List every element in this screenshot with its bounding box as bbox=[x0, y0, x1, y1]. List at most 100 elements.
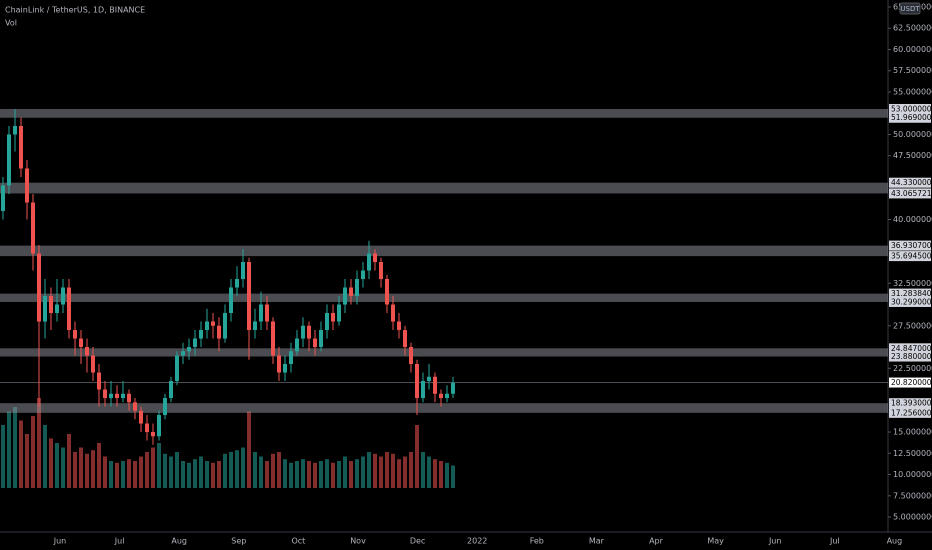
candle-body bbox=[349, 287, 353, 297]
volume-bar bbox=[379, 456, 383, 488]
candle-body bbox=[301, 325, 305, 339]
volume-bar bbox=[139, 456, 143, 488]
candle-body bbox=[175, 355, 179, 382]
candle-body bbox=[259, 304, 263, 322]
volume-bar bbox=[199, 456, 203, 488]
zone-band bbox=[0, 182, 888, 194]
candle-body bbox=[451, 382, 455, 394]
volume-bar bbox=[289, 462, 293, 488]
volume-bar bbox=[259, 456, 263, 488]
zone-upper-label-box bbox=[889, 343, 931, 354]
candle-body bbox=[109, 393, 113, 399]
volume-bar bbox=[409, 452, 413, 488]
candle-body bbox=[325, 313, 329, 331]
volume-bar bbox=[229, 452, 233, 488]
candle-body bbox=[439, 393, 443, 399]
zone-lower-label-box bbox=[889, 112, 931, 123]
volume-bar bbox=[241, 447, 245, 488]
zone-upper-label-box bbox=[889, 288, 931, 299]
volume-bar bbox=[373, 453, 377, 488]
zone-upper-label-box bbox=[889, 177, 931, 188]
price-axis: 65.0000000062.5000000060.0000000057.5000… bbox=[888, 2, 932, 522]
volume-bar bbox=[133, 461, 137, 488]
volume-bar bbox=[73, 452, 77, 488]
volume-bar bbox=[175, 452, 179, 488]
candle-body bbox=[427, 376, 431, 382]
volume-bar bbox=[319, 461, 323, 488]
volume-bar bbox=[91, 450, 95, 488]
y-tick-label: 10.00000000 bbox=[893, 470, 932, 479]
y-tick-label: 27.50000000 bbox=[893, 321, 932, 330]
candle-body bbox=[313, 338, 317, 348]
volume-bar bbox=[103, 456, 107, 488]
volume-bar bbox=[433, 459, 437, 488]
volume-bar bbox=[193, 459, 197, 488]
candle-body bbox=[103, 389, 107, 399]
candle-body bbox=[37, 253, 41, 322]
candle-body bbox=[73, 330, 77, 339]
volume-bar bbox=[121, 461, 125, 488]
volume-bar bbox=[403, 456, 407, 488]
zone-lower-label-box bbox=[889, 296, 931, 307]
candle-body bbox=[127, 393, 131, 403]
candle-body bbox=[7, 134, 11, 186]
chart-title: ChainLink / TetherUS, 1D, BINANCE bbox=[5, 6, 145, 15]
candle-body bbox=[367, 253, 371, 271]
volume-bar bbox=[325, 459, 329, 488]
candle-body bbox=[445, 393, 449, 399]
x-tick-label: Sep bbox=[231, 537, 246, 546]
x-tick-label: Nov bbox=[350, 537, 366, 546]
candle-body bbox=[43, 296, 47, 322]
x-tick-label: Apr bbox=[649, 537, 664, 546]
y-tick-label: 62.50000000 bbox=[893, 24, 932, 33]
candle-body bbox=[13, 125, 17, 135]
volume-bar bbox=[367, 452, 371, 488]
x-tick-label: Jul bbox=[114, 537, 125, 546]
currency-label[interactable]: USDT bbox=[900, 5, 920, 13]
candle-body bbox=[145, 423, 149, 433]
y-tick-label: 32.50000000 bbox=[893, 279, 932, 288]
volume-bar bbox=[37, 398, 41, 488]
candle-body bbox=[211, 321, 215, 326]
volume-bar bbox=[343, 456, 347, 488]
x-tick-label: Aug bbox=[171, 537, 187, 546]
last-price-label-box bbox=[889, 377, 931, 388]
candle-body bbox=[433, 376, 437, 394]
candle-body bbox=[49, 296, 53, 314]
candle-body bbox=[1, 185, 5, 211]
candle-body bbox=[199, 330, 203, 339]
volume-bar bbox=[55, 443, 59, 488]
x-tick-label: Feb bbox=[530, 537, 544, 546]
x-tick-label: Aug bbox=[887, 537, 903, 546]
zone-lower-label: 30.29900000 bbox=[891, 297, 932, 306]
volume-bar bbox=[187, 462, 191, 488]
zone-lower-label-box bbox=[889, 251, 931, 262]
candle-body bbox=[61, 287, 65, 305]
candle-body bbox=[343, 287, 347, 305]
volume-bar bbox=[79, 447, 83, 488]
x-tick-label: Jun bbox=[768, 537, 782, 546]
x-tick-label: 2022 bbox=[467, 537, 487, 546]
volume-bar bbox=[109, 461, 113, 488]
volume-bar bbox=[331, 462, 335, 488]
volume-bar bbox=[439, 461, 443, 488]
candle-body bbox=[193, 338, 197, 348]
candle-body bbox=[205, 321, 209, 331]
volume-bar bbox=[235, 450, 239, 488]
zone-upper-label: 31.28384038 bbox=[891, 289, 932, 298]
zone-upper-label: 53.00000000 bbox=[891, 104, 932, 113]
candle-body bbox=[67, 287, 71, 331]
candle-body bbox=[385, 279, 389, 305]
currency-badge[interactable] bbox=[899, 2, 921, 15]
zone-band bbox=[0, 108, 888, 118]
candle-body bbox=[85, 347, 89, 356]
candle-body bbox=[391, 304, 395, 322]
zone-upper-label: 18.39300000 bbox=[891, 399, 932, 408]
x-tick-label: Jul bbox=[829, 537, 840, 546]
zone-upper-label-box bbox=[889, 240, 931, 251]
volume-bar bbox=[427, 456, 431, 488]
y-tick-label: 57.50000000 bbox=[893, 66, 932, 75]
volume-bar bbox=[85, 453, 89, 488]
